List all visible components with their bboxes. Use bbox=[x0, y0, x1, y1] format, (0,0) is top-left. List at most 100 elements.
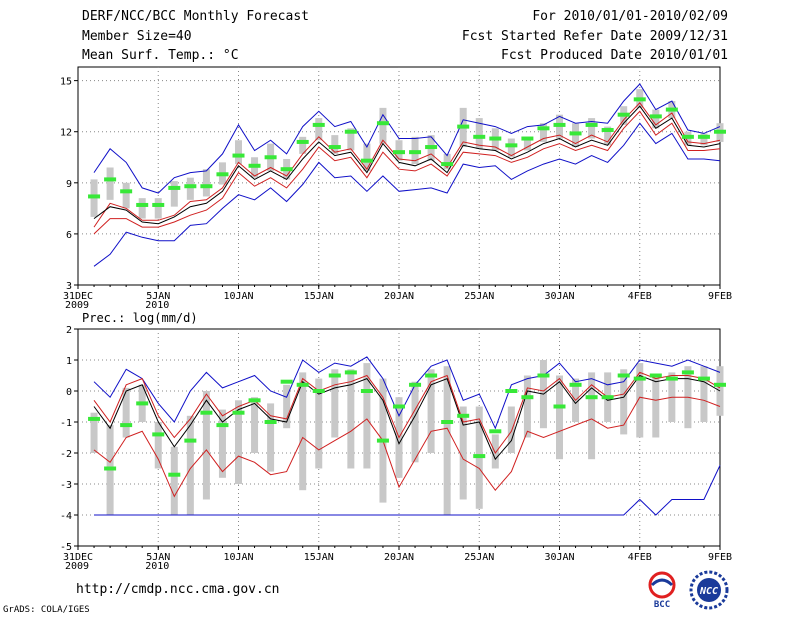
observed-marker bbox=[505, 389, 518, 393]
x-tick-label: 30JAN bbox=[544, 291, 574, 302]
observed-marker bbox=[425, 373, 438, 378]
spread-box bbox=[122, 387, 130, 438]
observed-marker bbox=[200, 410, 213, 415]
bcc-logo: BCC bbox=[648, 571, 676, 610]
member-size-label: Member Size=40 bbox=[82, 29, 192, 44]
observed-marker bbox=[457, 124, 470, 129]
spread-box bbox=[539, 123, 547, 142]
observed-marker bbox=[681, 134, 694, 139]
observed-marker bbox=[344, 129, 357, 134]
observed-marker bbox=[521, 136, 534, 141]
observed-marker bbox=[489, 429, 502, 434]
observed-marker bbox=[393, 150, 405, 155]
spread-box bbox=[90, 412, 98, 453]
observed-marker bbox=[393, 404, 405, 409]
observed-marker bbox=[280, 167, 293, 172]
observed-marker bbox=[152, 432, 165, 437]
observed-marker bbox=[473, 134, 486, 139]
observed-marker bbox=[617, 112, 630, 117]
spread-box bbox=[186, 415, 194, 515]
observed-marker bbox=[344, 370, 357, 375]
series-line-lower bbox=[93, 396, 721, 498]
x-tick-label: 2009 bbox=[65, 561, 89, 572]
observed-marker bbox=[537, 126, 550, 131]
observed-marker bbox=[248, 163, 261, 168]
spread-box bbox=[299, 136, 307, 154]
observed-marker bbox=[296, 382, 309, 387]
spread-box bbox=[652, 375, 660, 438]
y-tick-label: -2 bbox=[60, 449, 72, 460]
observed-marker bbox=[280, 379, 293, 384]
y-tick-label: 9 bbox=[66, 179, 72, 190]
spread-box bbox=[443, 366, 451, 515]
observed-marker bbox=[104, 466, 117, 471]
bcc-logo-ring bbox=[648, 571, 676, 599]
ncc-logo: NCC bbox=[689, 570, 729, 610]
spread-box bbox=[154, 422, 162, 469]
observed-marker bbox=[184, 184, 197, 189]
observed-marker bbox=[633, 97, 646, 102]
y-tick-label: 0 bbox=[66, 387, 72, 398]
spread-box bbox=[363, 143, 371, 171]
spread-box bbox=[604, 126, 612, 146]
observed-marker bbox=[120, 423, 133, 428]
observed-marker bbox=[200, 184, 213, 189]
spread-box bbox=[347, 128, 355, 151]
chart-title: DERF/NCC/BCC Monthly Forecast bbox=[82, 9, 309, 24]
spread-box bbox=[235, 400, 242, 484]
observed-marker bbox=[473, 454, 486, 459]
observed-marker bbox=[232, 153, 245, 158]
spread-box bbox=[267, 403, 275, 472]
x-tick-label: 4FEB bbox=[628, 552, 652, 563]
observed-marker bbox=[553, 122, 566, 127]
observed-marker bbox=[216, 172, 229, 177]
y-tick-label: -4 bbox=[60, 511, 72, 522]
spread-box bbox=[443, 153, 451, 170]
observed-marker bbox=[296, 139, 309, 144]
spread-box bbox=[202, 391, 210, 500]
observed-marker bbox=[457, 413, 470, 418]
observed-marker bbox=[441, 162, 454, 167]
observed-marker bbox=[136, 202, 149, 207]
spread-box bbox=[331, 135, 339, 154]
observed-marker bbox=[649, 373, 662, 378]
source-url[interactable]: http://cmdp.ncc.cma.gov.cn bbox=[76, 582, 280, 597]
spread-box bbox=[186, 177, 194, 200]
observed-marker bbox=[601, 395, 614, 400]
observed-marker bbox=[360, 158, 373, 163]
observed-marker bbox=[248, 398, 261, 403]
x-tick-label: 2009 bbox=[65, 300, 89, 311]
bcc-logo-text: BCC bbox=[654, 600, 670, 610]
y-tick-label: 3 bbox=[66, 281, 72, 292]
y-tick-label: -1 bbox=[60, 418, 72, 429]
y-tick-label: -5 bbox=[60, 542, 72, 553]
x-tick-label: 5JAN bbox=[146, 291, 170, 302]
observed-marker bbox=[88, 416, 101, 421]
observed-marker bbox=[633, 376, 646, 381]
observed-marker bbox=[409, 150, 422, 155]
observed-marker bbox=[649, 114, 662, 119]
observed-marker bbox=[264, 155, 277, 160]
ncc-logo-text: NCC bbox=[699, 586, 718, 597]
observed-marker bbox=[714, 129, 726, 134]
spread-box bbox=[154, 198, 162, 219]
series-line-max bbox=[93, 83, 721, 194]
x-tick-label: 5JAN bbox=[146, 552, 170, 563]
x-tick-label: 31DEC bbox=[63, 552, 93, 563]
observed-marker bbox=[312, 389, 325, 393]
spread-box bbox=[379, 107, 387, 144]
spread-box bbox=[106, 167, 114, 200]
observed-marker bbox=[714, 382, 726, 387]
spread-box bbox=[427, 369, 435, 453]
observed-marker bbox=[328, 145, 341, 150]
y-tick-label: 15 bbox=[60, 77, 72, 88]
observed-marker bbox=[376, 438, 389, 443]
spread-box bbox=[523, 138, 531, 151]
observed-marker bbox=[264, 420, 277, 424]
spread-box bbox=[620, 369, 628, 435]
spread-box bbox=[170, 446, 178, 515]
observed-marker bbox=[232, 410, 245, 415]
observed-marker bbox=[521, 395, 534, 400]
observed-marker bbox=[681, 370, 694, 375]
